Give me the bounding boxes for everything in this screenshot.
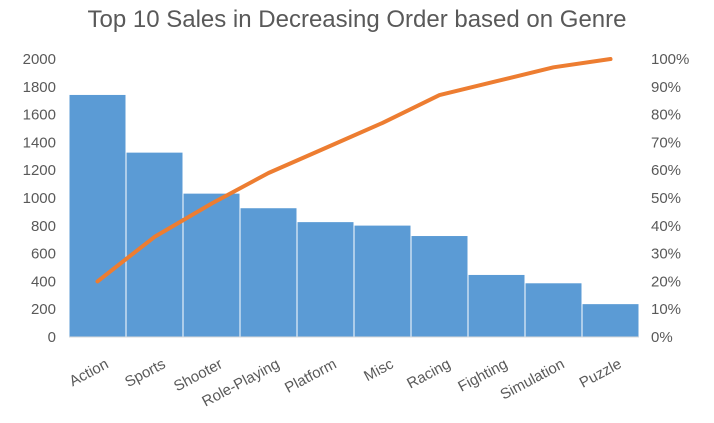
y2-axis-tick-label: 80% — [651, 107, 681, 124]
y2-axis-tick-label: 100% — [651, 51, 689, 68]
bar — [125, 151, 184, 338]
y2-axis-tick-label: 40% — [651, 218, 681, 235]
y2-axis-tick-label: 0% — [651, 329, 673, 346]
bar — [524, 282, 583, 338]
x-axis-category-label: Misc — [361, 355, 397, 385]
y2-axis-tick-label: 90% — [651, 79, 681, 96]
y2-axis-tick-label: 50% — [651, 190, 681, 207]
y2-axis-tick-label: 60% — [651, 162, 681, 179]
x-axis-category-label: Simulation — [498, 356, 568, 404]
y2-axis-tick-label: 10% — [651, 301, 681, 318]
y-axis-tick-label: 400 — [31, 273, 56, 290]
y-axis-tick-label: 1600 — [23, 107, 56, 124]
x-axis-category-label: Racing — [404, 356, 453, 393]
y-axis-tick-label: 800 — [31, 218, 56, 235]
x-axis-category-label: Sports — [122, 356, 168, 391]
y-axis-tick-label: 1400 — [23, 134, 56, 151]
y-axis-tick-label: 600 — [31, 246, 56, 263]
y-axis-tick-label: 0 — [48, 329, 56, 346]
y-axis-tick-label: 1800 — [23, 79, 56, 96]
x-axis-category-label: Action — [67, 356, 112, 391]
y-axis-tick-label: 1000 — [23, 190, 56, 207]
y2-axis-tick-label: 70% — [651, 134, 681, 151]
x-axis-category-label: Platform — [282, 356, 339, 397]
bar — [581, 303, 640, 338]
bar — [296, 221, 355, 338]
y2-axis-tick-label: 30% — [651, 246, 681, 263]
bar — [353, 224, 412, 338]
y-axis-tick-label: 2000 — [23, 51, 56, 68]
chart-title: Top 10 Sales in Decreasing Order based o… — [87, 6, 627, 33]
bar — [410, 235, 469, 338]
bar — [467, 273, 526, 338]
bar — [182, 192, 241, 338]
y2-axis-tick-label: 20% — [651, 273, 681, 290]
x-axis-category-label: Puzzle — [577, 356, 625, 392]
y-axis-tick-label: 1200 — [23, 162, 56, 179]
bar — [68, 93, 127, 338]
bar — [239, 207, 298, 338]
y-axis-tick-label: 200 — [31, 301, 56, 318]
cumulative-line — [95, 57, 613, 284]
